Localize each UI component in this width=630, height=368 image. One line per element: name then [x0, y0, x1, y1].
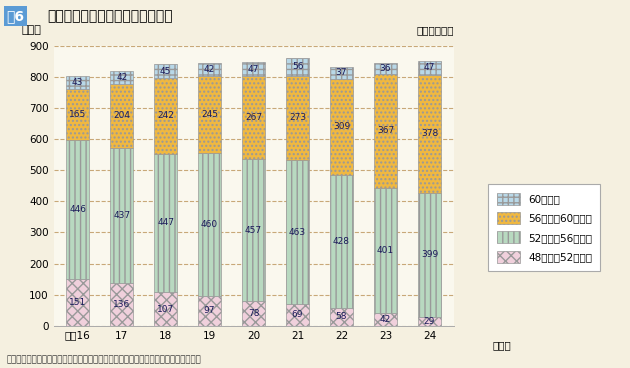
Text: 78: 78 [248, 309, 260, 318]
Bar [110, 71, 133, 84]
Text: 457: 457 [245, 226, 262, 235]
Bar [66, 89, 89, 140]
Text: 437: 437 [113, 211, 130, 220]
Bar [154, 293, 177, 326]
Text: 58: 58 [336, 312, 347, 321]
Text: 309: 309 [333, 122, 350, 131]
Text: 56: 56 [292, 62, 303, 71]
Bar [418, 61, 441, 75]
Bar [330, 67, 353, 79]
Bar [66, 279, 89, 326]
Bar [154, 153, 177, 293]
Bar [286, 160, 309, 304]
Text: 273: 273 [289, 113, 306, 123]
Bar [418, 75, 441, 193]
Text: 図6: 図6 [6, 9, 25, 23]
Bar [242, 159, 265, 301]
Text: 267: 267 [245, 113, 262, 123]
Bar [198, 153, 221, 296]
Bar [374, 74, 397, 188]
Bar [242, 62, 265, 77]
Bar [330, 175, 353, 308]
Bar [374, 63, 397, 74]
Text: 指定職の年齢層別在職者数の推移: 指定職の年齢層別在職者数の推移 [47, 9, 173, 23]
Bar [374, 313, 397, 326]
Text: 165: 165 [69, 110, 86, 119]
Text: 45: 45 [160, 67, 171, 76]
Text: （人）: （人） [21, 25, 42, 35]
Text: 151: 151 [69, 298, 86, 307]
Text: 97: 97 [204, 306, 215, 315]
Bar [374, 188, 397, 313]
Bar [154, 78, 177, 153]
Text: 47: 47 [248, 65, 260, 74]
Bar [110, 84, 133, 148]
Text: 447: 447 [157, 219, 174, 227]
Text: 43: 43 [72, 78, 83, 87]
Text: 42: 42 [116, 73, 127, 82]
Bar [66, 75, 89, 89]
Bar [242, 77, 265, 159]
Text: 446: 446 [69, 205, 86, 214]
Bar [110, 283, 133, 326]
Text: 37: 37 [336, 68, 347, 77]
Text: 367: 367 [377, 127, 394, 135]
Text: 204: 204 [113, 112, 130, 120]
Text: 107: 107 [157, 305, 175, 314]
Text: 242: 242 [158, 112, 174, 120]
Text: 136: 136 [113, 300, 130, 309]
Text: 69: 69 [292, 311, 303, 319]
Text: 36: 36 [380, 64, 391, 73]
Text: （注）　指定職の在職者数には、研究系・医療系・教育系の指定職が含まれている。: （注） 指定職の在職者数には、研究系・医療系・教育系の指定職が含まれている。 [6, 355, 201, 364]
Bar [154, 64, 177, 78]
Text: 378: 378 [421, 130, 438, 138]
Bar [418, 317, 441, 326]
Bar [330, 308, 353, 326]
Bar [418, 193, 441, 317]
Text: 460: 460 [201, 220, 218, 229]
Text: （単位：人）: （単位：人） [416, 25, 454, 35]
Text: 47: 47 [424, 63, 435, 72]
Legend: 60歳以上, 56歳以上60歳未満, 52歳以上56歳未満, 48歳以上52歳未満: 60歳以上, 56歳以上60歳未満, 52歳以上56歳未満, 48歳以上52歳未… [488, 184, 600, 271]
Bar [110, 148, 133, 283]
Bar [286, 75, 309, 160]
Text: 428: 428 [333, 237, 350, 246]
Bar [66, 140, 89, 279]
Bar [198, 63, 221, 77]
Text: 42: 42 [380, 315, 391, 323]
Text: 245: 245 [201, 110, 218, 119]
Bar [198, 296, 221, 326]
Text: 399: 399 [421, 250, 438, 259]
Bar [242, 301, 265, 326]
Text: 401: 401 [377, 246, 394, 255]
Text: 463: 463 [289, 228, 306, 237]
Text: 42: 42 [204, 66, 215, 74]
Bar [198, 77, 221, 153]
Text: 29: 29 [424, 317, 435, 326]
Bar [330, 79, 353, 175]
Bar [286, 304, 309, 326]
Bar [286, 58, 309, 75]
Text: （年）: （年） [493, 340, 511, 350]
